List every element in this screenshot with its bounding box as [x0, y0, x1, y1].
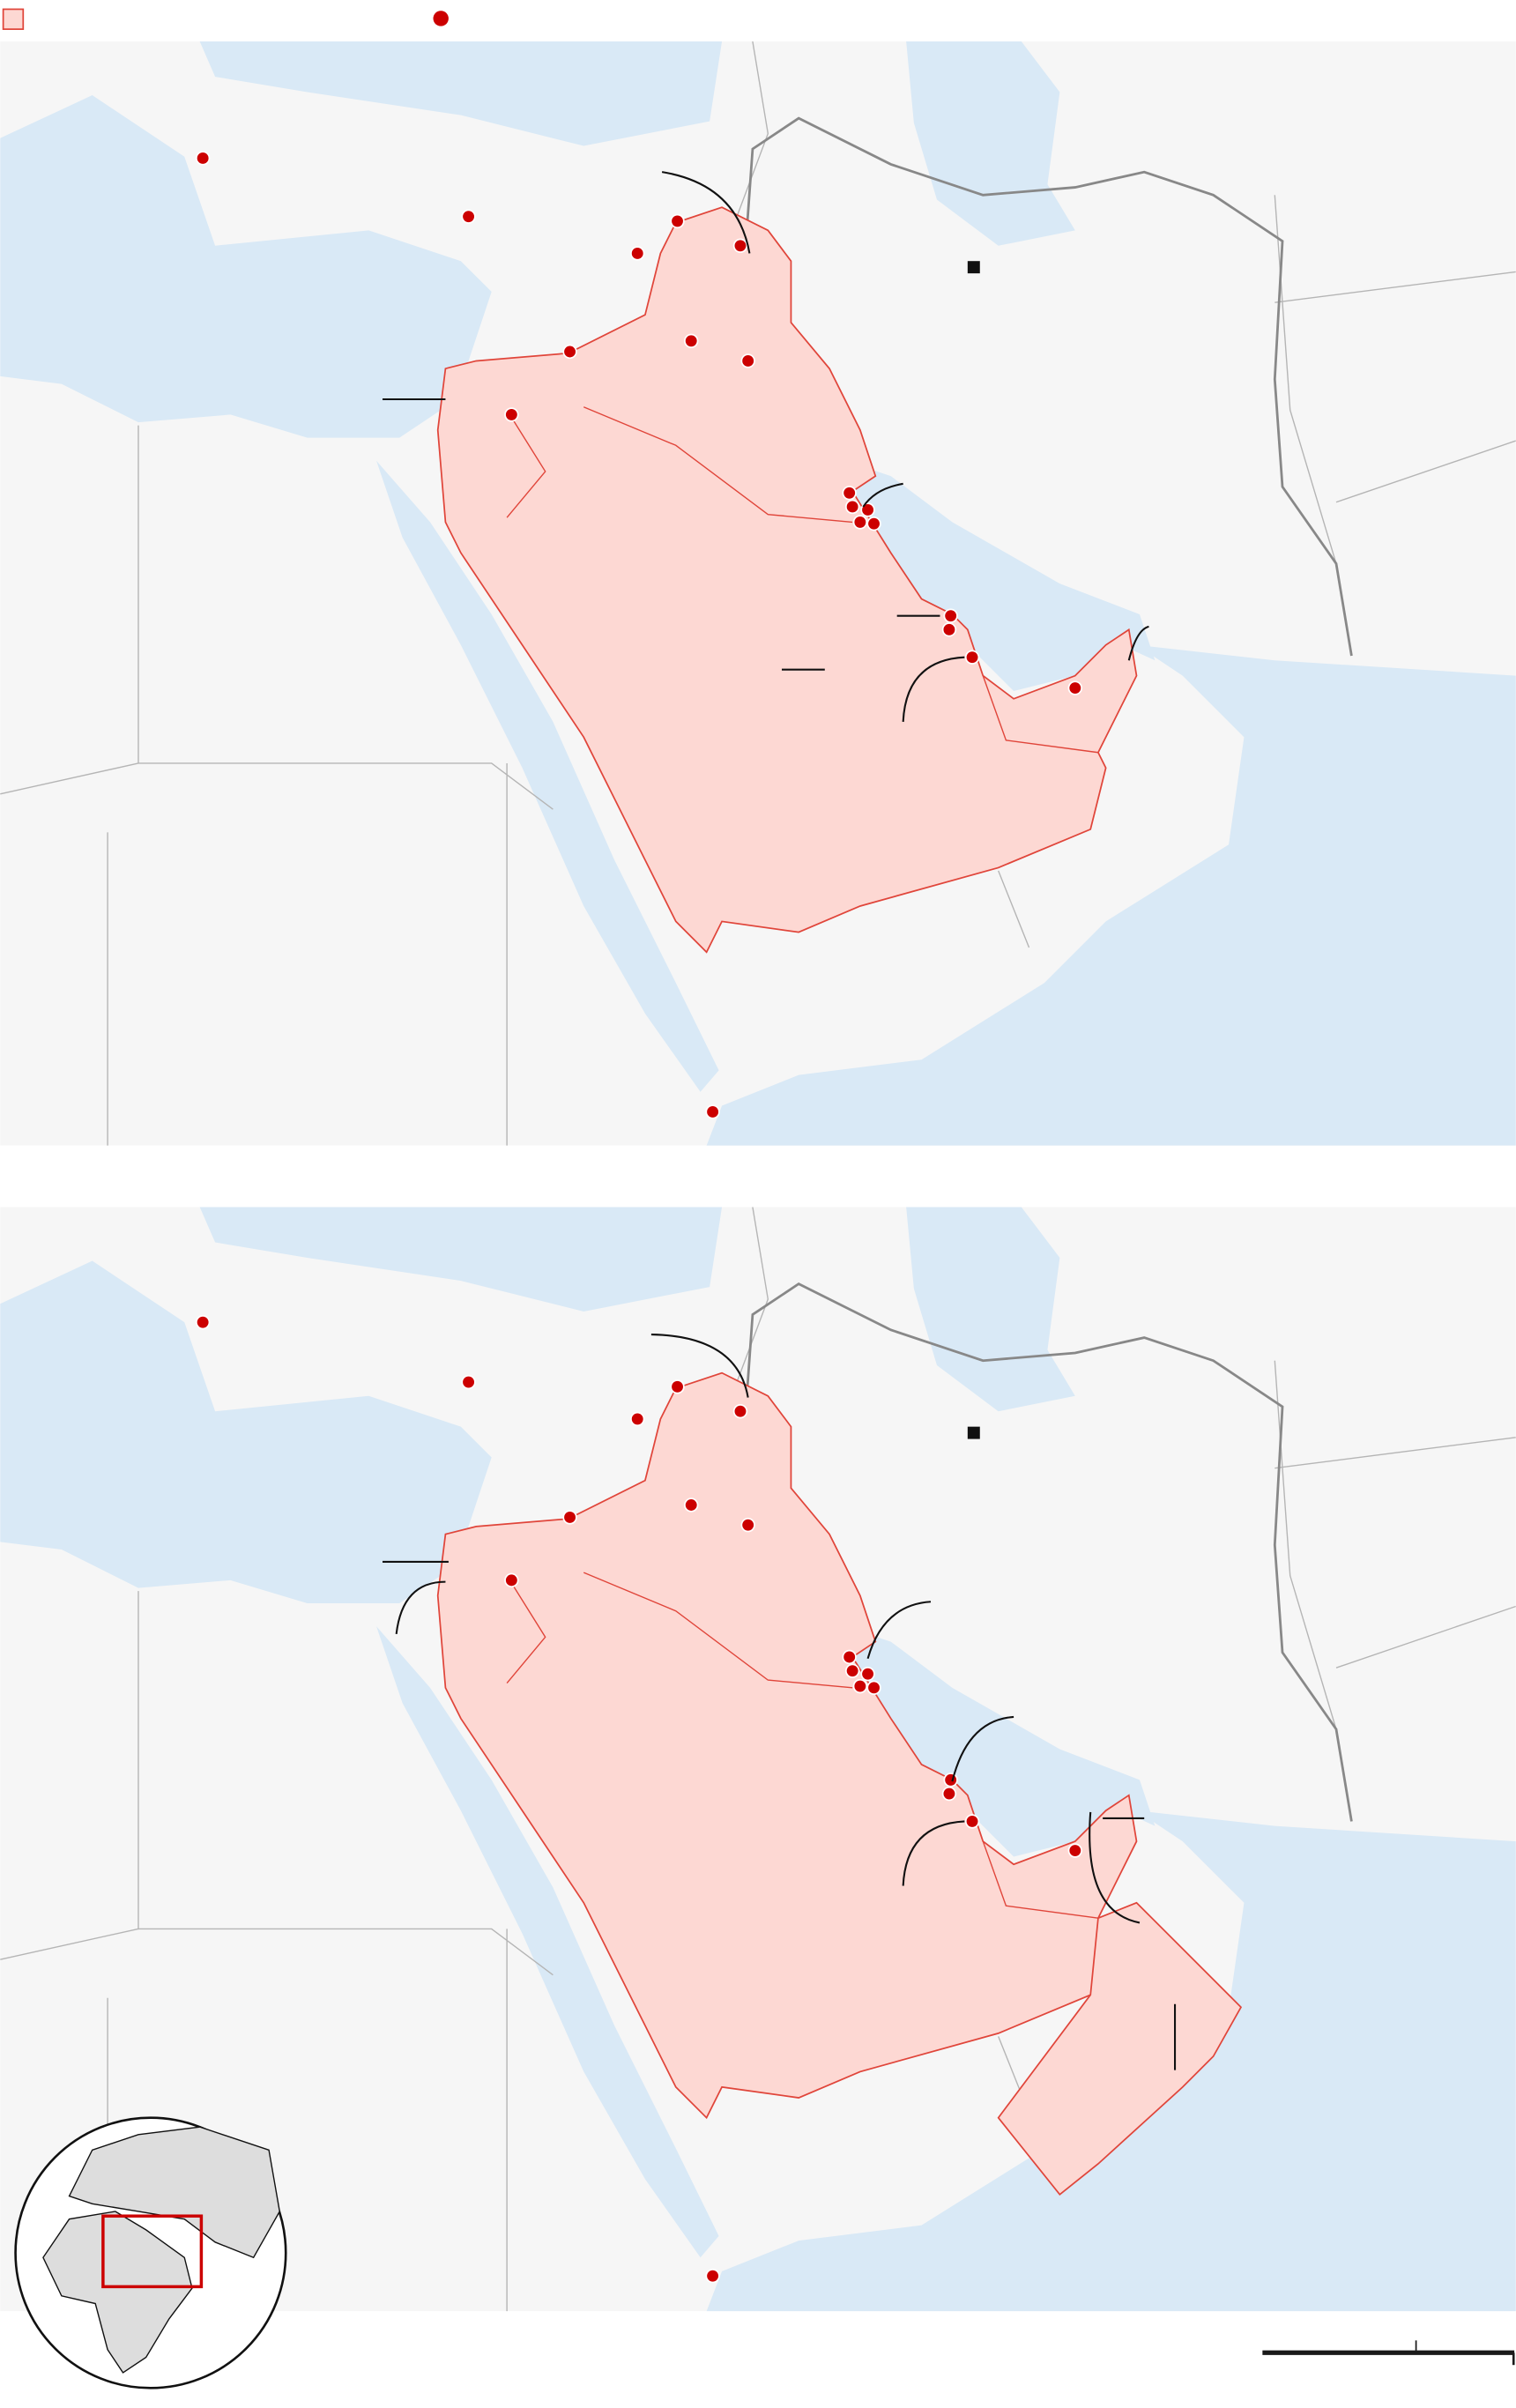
red-dot-marker	[844, 1663, 860, 1678]
inset-extent-box	[101, 2214, 204, 2289]
red-dot-marker	[562, 344, 577, 360]
red-dot-marker	[684, 1498, 699, 1512]
red-dot-marker	[740, 1517, 755, 1533]
red-dot-marker	[941, 1786, 957, 1802]
red-dot-marker	[705, 2268, 720, 2284]
red-dot-marker	[1067, 1843, 1082, 1858]
red-dot-marker	[852, 1678, 868, 1694]
red-dot-marker	[670, 213, 685, 229]
red-dot-marker	[732, 1404, 748, 1419]
red-dot-marker	[630, 246, 645, 261]
red-dot-marker	[866, 1680, 881, 1696]
globe-locator-icon	[14, 2116, 287, 2389]
red-dot-marker	[461, 1374, 476, 1390]
markers	[195, 151, 1082, 1119]
red-dot-marker	[844, 499, 860, 515]
red-dot-marker	[964, 650, 980, 665]
red-dot-marker	[842, 1649, 857, 1665]
square-marker	[967, 1426, 980, 1439]
red-dot-marker	[866, 516, 881, 531]
red-dot-marker	[562, 1510, 577, 1525]
red-dot-marker	[670, 1379, 685, 1394]
red-dot-marker	[860, 1666, 875, 1682]
markers	[195, 1314, 1082, 2284]
red-dot-marker	[732, 238, 748, 253]
scale-bar	[1262, 2340, 1515, 2366]
red-dot-marker	[852, 515, 868, 530]
red-dot-marker	[740, 353, 755, 368]
red-dot-marker	[943, 1773, 958, 1787]
red-dot-marker	[195, 1314, 211, 1330]
leader-lines	[382, 171, 1149, 722]
shaded-region-swatch	[2, 8, 25, 30]
red-dot-marker-icon	[433, 11, 449, 26]
leader-lines	[382, 1334, 1177, 2070]
map-panel-bottom[interactable]	[0, 1207, 1516, 2312]
red-dot-marker	[964, 1814, 980, 1829]
red-dot-marker	[860, 502, 875, 517]
red-dot-marker	[504, 1572, 519, 1588]
red-dot-marker	[943, 608, 958, 623]
red-dot-marker	[941, 622, 957, 637]
red-dot-marker	[630, 1411, 645, 1427]
red-dot-marker	[195, 151, 211, 166]
map-panel-top[interactable]	[0, 41, 1516, 1146]
red-dot-marker	[705, 1104, 720, 1119]
red-dot-marker	[1067, 680, 1082, 695]
red-dot-marker	[842, 486, 857, 501]
legend	[2, 8, 449, 30]
red-dot-marker	[684, 333, 699, 348]
square-marker	[967, 261, 980, 274]
red-dot-marker	[504, 407, 519, 422]
red-dot-marker	[461, 209, 476, 224]
